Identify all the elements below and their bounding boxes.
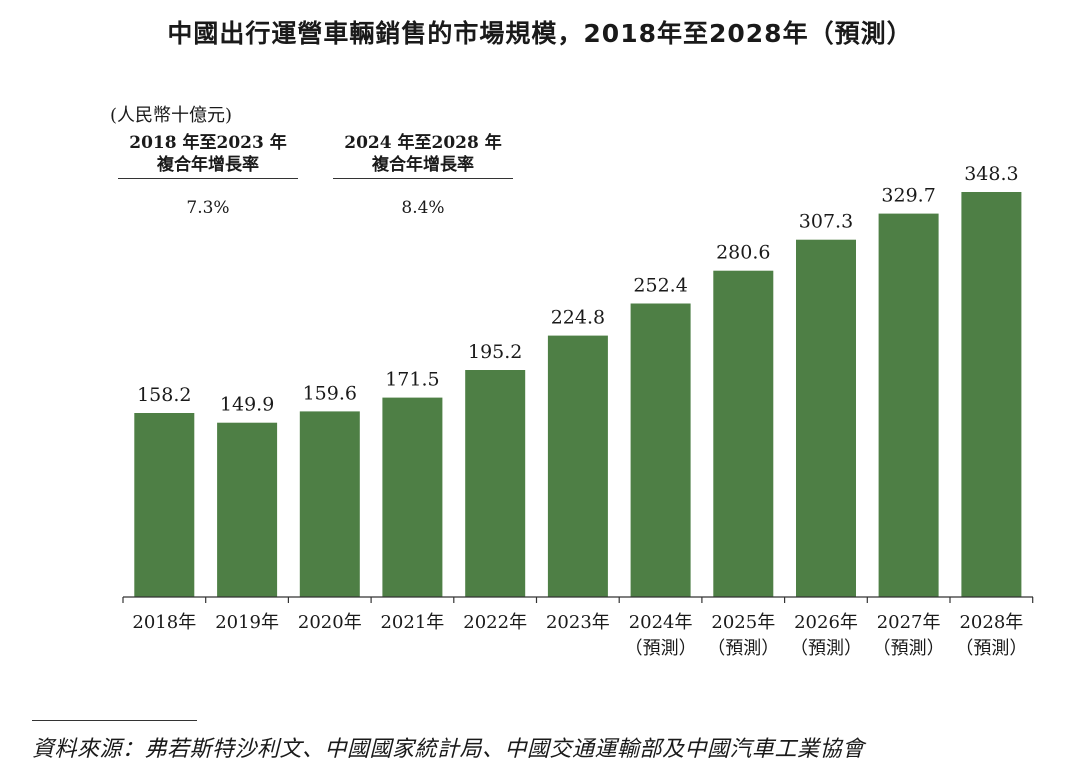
x-tick-sublabel: （預測） [955, 638, 1027, 659]
bar-2026 [796, 239, 856, 597]
bar-2020 [299, 411, 360, 597]
data-label: 307.3 [799, 211, 853, 233]
bar-2019 [217, 422, 278, 597]
bar-2024 [630, 303, 691, 597]
source-note: 資料來源：弗若斯特沙利文、中國國家統計局、中國交通運輸部及中國汽車工業協會 [32, 737, 865, 762]
x-tick-label: 2020年 [298, 612, 362, 633]
cagr-value: 7.3% [186, 198, 230, 218]
x-tick-sublabel: （預測） [873, 638, 945, 659]
data-label: 280.6 [716, 242, 770, 264]
x-tick-label: 2019年 [215, 612, 279, 633]
x-tick-label: 2023年 [546, 612, 610, 633]
unit-label: (人民幣十億元) [110, 105, 233, 126]
bar-2018 [134, 413, 195, 597]
x-tick-label: 2024年 [629, 612, 693, 633]
bar-2023 [547, 335, 608, 597]
data-label: 171.5 [385, 369, 439, 391]
source-divider [32, 720, 197, 721]
x-tick-sublabel: （預測） [625, 638, 697, 659]
bar-2027 [878, 213, 939, 597]
cagr-divider [118, 178, 298, 179]
data-label: 348.3 [964, 163, 1018, 185]
cagr-block-2018-2023: 2018 年至2023 年 複合年增長率 7.3% [118, 132, 298, 218]
data-label: 252.4 [633, 275, 687, 297]
x-tick-label: 2025年 [711, 612, 775, 633]
x-tick-label: 2021年 [380, 612, 444, 633]
cagr-period: 2018 年至2023 年 [129, 133, 287, 153]
x-tick-sublabel: （預測） [707, 638, 779, 659]
data-label: 195.2 [468, 341, 522, 363]
cagr-divider [333, 178, 513, 179]
cagr-label: 複合年增長率 [372, 155, 474, 175]
cagr-block-2024-2028: 2024 年至2028 年 複合年增長率 8.4% [333, 132, 513, 218]
x-tick-label: 2018年 [132, 612, 196, 633]
data-label: 158.2 [137, 384, 191, 406]
bar-2028 [961, 192, 1022, 597]
bar-2021 [382, 397, 443, 597]
data-label: 149.9 [220, 394, 274, 416]
bar-2022 [465, 370, 526, 597]
x-tick-label: 2022年 [463, 612, 527, 633]
x-tick-label: 2028年 [959, 612, 1023, 633]
data-label: 159.6 [303, 382, 357, 404]
x-tick-label: 2026年 [794, 612, 858, 633]
x-tick-sublabel: （預測） [790, 638, 862, 659]
cagr-label: 複合年增長率 [157, 155, 259, 175]
data-label: 224.8 [551, 307, 605, 329]
cagr-value: 8.4% [401, 198, 445, 218]
x-tick-label: 2027年 [877, 612, 941, 633]
bar-chart: 158.2 2018年 149.9 2019年 159.6 2020年 171.5 2021年… [122, 163, 1034, 659]
cagr-period: 2024 年至2028 年 [344, 133, 502, 153]
chart-title: 中國出行運營車輛銷售的市場規模，2018年至2028年（預測） [167, 19, 913, 48]
data-label: 329.7 [881, 185, 935, 207]
bar-2025 [713, 270, 774, 597]
